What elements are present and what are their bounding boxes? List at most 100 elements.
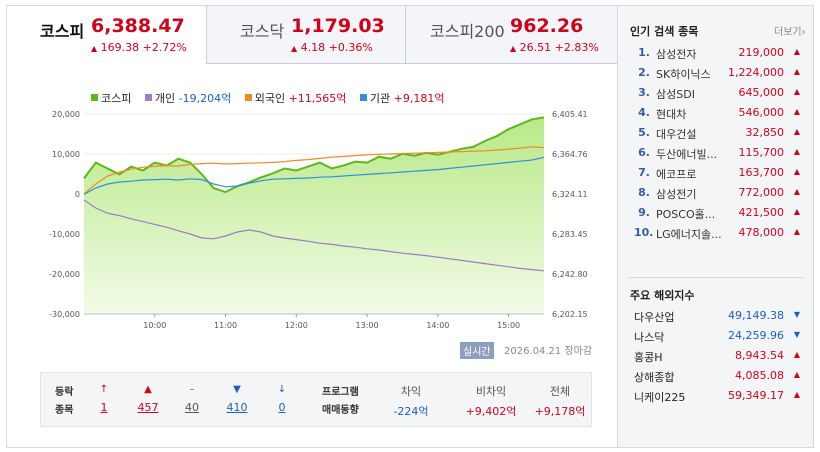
tab-kosdaq-change-value: 4.18 +0.36%	[300, 41, 373, 54]
x-tick-label: 14:00	[426, 321, 449, 330]
program-value: -224억	[393, 405, 429, 418]
breadth-count[interactable]: 1	[100, 401, 108, 414]
popular-rank: 9.	[638, 206, 650, 219]
more-link[interactable]: 더보기›	[774, 23, 806, 38]
world-index-name[interactable]: 홍콩H	[634, 351, 663, 364]
popular-item[interactable]: 4. 현대차 546,000 ▲	[634, 103, 810, 123]
popular-name[interactable]: LG에너지솔...	[656, 228, 722, 241]
more-link-label: 더보기	[774, 27, 802, 38]
right-tick-label: 6,202.15	[552, 310, 588, 319]
program-value: +9,178억	[534, 405, 586, 418]
popular-name[interactable]: 대우건설	[656, 128, 697, 141]
up-arrow-icon: ▲	[793, 227, 800, 236]
popular-item[interactable]: 7. 에코프로 163,700 ▲	[634, 163, 810, 183]
popular-name[interactable]: SK하이닉스	[656, 68, 711, 81]
popular-price: 1,224,000	[728, 66, 784, 79]
limit-up-icon: ↑	[99, 384, 109, 395]
up-arrow-icon: ▲	[793, 127, 800, 136]
up-arrow-icon: ▲	[793, 350, 800, 359]
x-tick-label: 11:00	[214, 321, 237, 330]
chart-date: 2026.04.21 장마감	[504, 342, 592, 357]
x-tick-label: 13:00	[356, 321, 379, 330]
world-index-item[interactable]: 나스닥 24,259.96 ▼	[634, 326, 810, 346]
breadth-count[interactable]: 0	[278, 401, 286, 414]
legend-foreign-value: +11,565억	[288, 92, 347, 105]
program-head: 차익	[400, 385, 422, 398]
breadth-count[interactable]: 410	[226, 401, 248, 414]
left-tick-label: 10,000	[52, 150, 80, 159]
world-title: 주요 해외지수	[630, 289, 695, 302]
world-index-name[interactable]: 니케이225	[634, 391, 686, 404]
world-index-price: 49,149.38	[728, 309, 784, 322]
program-label-2: 매매동향	[322, 405, 359, 416]
breadth-label-2: 종목	[55, 405, 74, 416]
index-tabs: 코스피 6,388.47 ▲ 169.38 +2.72% 코스닥 1,179.0…	[7, 6, 617, 64]
right-tick-label: 6,324.11	[552, 190, 588, 199]
popular-item[interactable]: 9. POSCO홀... 421,500 ▲	[634, 203, 810, 223]
popular-price: 478,000	[738, 226, 785, 239]
world-index-name[interactable]: 나스닥	[634, 331, 665, 344]
legend-kospi-label: 코스피	[101, 92, 132, 105]
popular-name[interactable]: 에코프로	[656, 168, 697, 181]
popular-name[interactable]: 삼성전자	[656, 48, 697, 61]
chart-date-value: 2026.04.21	[504, 346, 562, 357]
popular-item[interactable]: 5. 대우건설 32,850 ▲	[634, 123, 810, 143]
intraday-chart[interactable]: 20,000 10,000 0 -10,000 -20,000 -30,000 6,405.…	[7, 106, 615, 332]
kospi-line	[83, 116, 545, 194]
down-arrow-icon: ▼	[793, 310, 800, 319]
realtime-badge[interactable]: 실시간	[460, 342, 494, 359]
world-index-item[interactable]: 다우산업 49,149.38 ▼	[634, 306, 810, 326]
popular-title: 인기 검색 종목	[630, 25, 699, 38]
popular-item[interactable]: 6. 두산에너빌... 115,700 ▲	[634, 143, 810, 163]
up-arrow-icon: ▲	[291, 44, 298, 53]
divider	[628, 277, 804, 278]
popular-name[interactable]: 현대차	[656, 108, 687, 121]
tab-kospi[interactable]: 코스피 6,388.47 ▲ 169.38 +2.72%	[7, 6, 206, 64]
popular-name[interactable]: POSCO홀...	[656, 208, 716, 221]
tab-kospi200-change: ▲ 26.51 +2.83%	[510, 41, 599, 54]
legend-kospi: 코스피	[91, 92, 131, 105]
index-panel: 코스피 6,388.47 ▲ 169.38 +2.72% 코스닥 1,179.0…	[7, 6, 617, 447]
popular-rank: 6.	[638, 146, 650, 159]
world-index-item[interactable]: 상해종합 4,085.08 ▲	[634, 366, 810, 386]
left-tick-label: -20,000	[49, 270, 80, 279]
popular-price: 421,500	[738, 206, 785, 219]
legend-individual-value: -19,204억	[178, 92, 232, 105]
breadth-count[interactable]: 457	[137, 401, 159, 414]
up-arrow-icon: ▲	[793, 187, 800, 196]
breadth-col: ▼ 410	[222, 383, 252, 414]
world-index-price: 24,259.96	[728, 329, 784, 342]
popular-rank: 1.	[638, 46, 650, 59]
popular-name[interactable]: 삼성전기	[656, 188, 697, 201]
kospi-area	[84, 117, 544, 315]
popular-rank: 3.	[638, 86, 650, 99]
limit-down-icon: ↓	[277, 384, 287, 395]
right-tick-label: 6,242.80	[552, 270, 588, 279]
tab-kosdaq-name: 코스닥	[240, 22, 285, 41]
x-tick-label: 15:00	[497, 321, 520, 330]
up-arrow-icon: ▲	[793, 370, 800, 379]
world-index-name[interactable]: 다우산업	[634, 311, 675, 324]
tab-kospi200[interactable]: 코스피200 962.26 ▲ 26.51 +2.83%	[405, 6, 617, 64]
legend-individual: 개인 -19,204억	[144, 92, 232, 105]
world-index-item[interactable]: 니케이225 59,349.17 ▲	[634, 386, 810, 406]
tab-kosdaq-change: ▲ 4.18 +0.36%	[291, 41, 373, 54]
popular-item[interactable]: 3. 삼성SDI 645,000 ▲	[634, 83, 810, 103]
legend-institution-value: +9,181억	[393, 92, 445, 105]
popular-rank: 10.	[634, 226, 654, 239]
popular-rank: 4.	[638, 106, 650, 119]
program-col: 전체 +9,178억	[529, 383, 591, 419]
popular-price: 32,850	[745, 126, 785, 139]
world-index-name[interactable]: 상해종합	[634, 371, 675, 384]
legend-institution: 기관 +9,181억	[359, 92, 445, 105]
popular-item[interactable]: 1. 삼성전자 219,000 ▲	[634, 43, 810, 63]
tab-kosdaq[interactable]: 코스닥 1,179.03 ▲ 4.18 +0.36%	[206, 6, 405, 64]
world-index-item[interactable]: 홍콩H 8,943.54 ▲	[634, 346, 810, 366]
popular-item[interactable]: 10. LG에너지솔... 478,000 ▲	[634, 223, 810, 243]
popular-item[interactable]: 2. SK하이닉스 1,224,000 ▲	[634, 63, 810, 83]
popular-name[interactable]: 삼성SDI	[656, 88, 695, 101]
popular-name[interactable]: 두산에너빌...	[656, 148, 718, 161]
popular-price: 772,000	[738, 186, 785, 199]
breadth-count[interactable]: 40	[185, 401, 199, 414]
popular-item[interactable]: 8. 삼성전기 772,000 ▲	[634, 183, 810, 203]
